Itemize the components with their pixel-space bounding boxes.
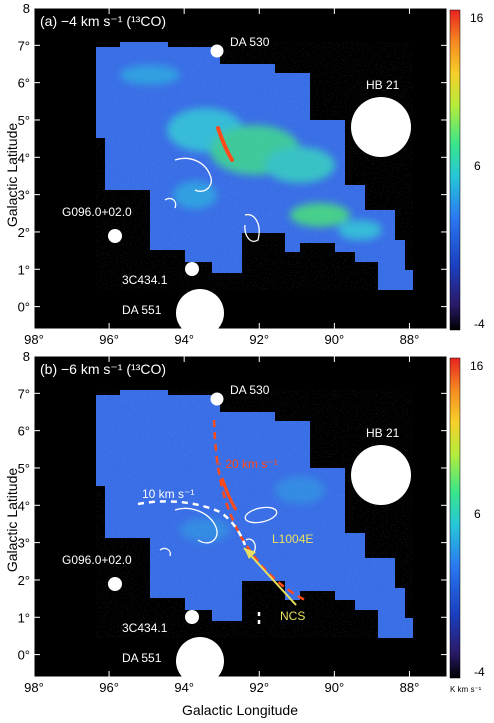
label-hb21: HB 21 (366, 78, 400, 92)
y-tick-label: 7° (18, 386, 30, 401)
panel-a-arc-feature (216, 126, 234, 162)
y-axis-label-a: Galactic Latitude (4, 123, 20, 227)
y-tick-label: 6° (18, 424, 30, 439)
panel-a-border (33, 7, 448, 330)
y-axis-label-b: Galactic Latitude (4, 468, 20, 572)
cb-b-mid: 6 (474, 507, 481, 521)
source-dot (185, 610, 199, 624)
y-tick-label: 2° (18, 573, 30, 588)
panel-b-title: (b) −6 km s⁻¹ (¹³CO) (40, 361, 166, 377)
annotation-20kms: − 20 km s⁻¹ (215, 457, 278, 471)
label-g096-b: G096.0+02.0 (62, 553, 132, 567)
ncs-arrow (243, 547, 297, 606)
cb-b-min: -4 (474, 665, 485, 679)
panel-b-x-ticks: 98° 96° 94° 92° 90° 88° (24, 356, 419, 695)
y-tick-label: 6° (18, 76, 30, 91)
y-tick-label: 4° (18, 150, 30, 165)
x-tick-label: 90° (325, 680, 345, 695)
panel-a-white-contours (164, 157, 260, 242)
y-tick-label: 3° (18, 188, 30, 203)
panel-b-arc-feature (220, 477, 238, 511)
x-tick-label: 88° (400, 680, 420, 695)
x-tick-label: 94° (174, 680, 194, 695)
panel-a: (a) −4 km s⁻¹ (¹³CO) DA 530 HB 21 G096.0… (18, 1, 485, 347)
y-tick-label: 5° (18, 113, 30, 128)
y-tick-label: 8 (23, 1, 30, 16)
label-da551: DA 551 (122, 303, 162, 317)
panel-b-colorbar (449, 357, 461, 679)
x-tick-label: 88° (400, 332, 420, 347)
colorbar-unit: K km s⁻¹ (450, 685, 482, 694)
annotation-ncs: NCS (280, 609, 305, 623)
y-tick-label: 3° (18, 536, 30, 551)
label-hb21-b: HB 21 (366, 426, 400, 440)
panel-a-colorbar (449, 9, 461, 331)
panel-a-x-ticks: 98° 96° 94° 92° 90° 88° (24, 8, 419, 347)
source-dot (108, 577, 122, 591)
source-dot (108, 229, 122, 243)
y-tick-label: 1° (18, 610, 30, 625)
panel-b: (b) −6 km s⁻¹ (¹³CO) DA 530 HB 21 G096.0… (18, 349, 485, 695)
cb-b-max: 16 (470, 359, 484, 373)
source-dot (210, 44, 224, 58)
label-3c434: 3C434.1 (122, 273, 168, 287)
panel-a-title: (a) −4 km s⁻¹ (¹³CO) (40, 13, 166, 29)
ncs-arrowhead (244, 548, 256, 559)
y-tick-label: 1° (18, 262, 30, 277)
y-tick-label: 5° (18, 461, 30, 476)
x-tick-label: 98° (24, 680, 44, 695)
source-dot (210, 392, 224, 406)
source-dot (176, 637, 224, 677)
y-tick-label: 0° (18, 300, 30, 315)
annotation-l1004e: L1004E (272, 532, 313, 546)
panel-b-white-contours (159, 507, 256, 557)
panel-b-20kms-arc (212, 419, 306, 602)
x-tick-label: 90° (325, 332, 345, 347)
x-tick-label: 92° (249, 332, 269, 347)
cb-a-min: -4 (474, 317, 485, 331)
x-tick-label: 96° (99, 332, 119, 347)
source-dot (351, 445, 411, 505)
annotation-10kms: 10 km s⁻¹ (142, 487, 194, 501)
source-dot (185, 262, 199, 276)
cb-a-max: 16 (470, 11, 484, 25)
label-da530: DA 530 (230, 35, 270, 49)
y-tick-label: 8 (23, 349, 30, 364)
x-tick-label: 98° (24, 332, 44, 347)
panel-b-10kms-arc (137, 500, 247, 546)
cb-a-mid: 6 (474, 159, 481, 173)
x-axis-label: Galactic Longitude (182, 702, 298, 718)
y-tick-label: 0° (18, 648, 30, 663)
panel-b-y-ticks: 0° 1° 2° 3° 4° 5° 6° 7° 8 (18, 349, 447, 663)
label-g096: G096.0+02.0 (62, 205, 132, 219)
y-tick-label: 2° (18, 225, 30, 240)
x-tick-label: 92° (249, 680, 269, 695)
panel-b-border (33, 355, 448, 678)
panel-a-y-ticks: 0° 1° 2° 3° 4° 5° 6° 7° 8 (18, 1, 447, 315)
l1004e-ellipse (244, 506, 278, 524)
y-tick-label: 4° (18, 498, 30, 513)
x-tick-label: 94° (174, 332, 194, 347)
label-da530-b: DA 530 (230, 383, 270, 397)
source-dot (176, 289, 224, 329)
label-3c434-b: 3C434.1 (122, 621, 168, 635)
label-da551-b: DA 551 (122, 651, 162, 665)
source-dot (351, 97, 411, 157)
x-tick-label: 96° (99, 680, 119, 695)
y-tick-label: 7° (18, 38, 30, 53)
